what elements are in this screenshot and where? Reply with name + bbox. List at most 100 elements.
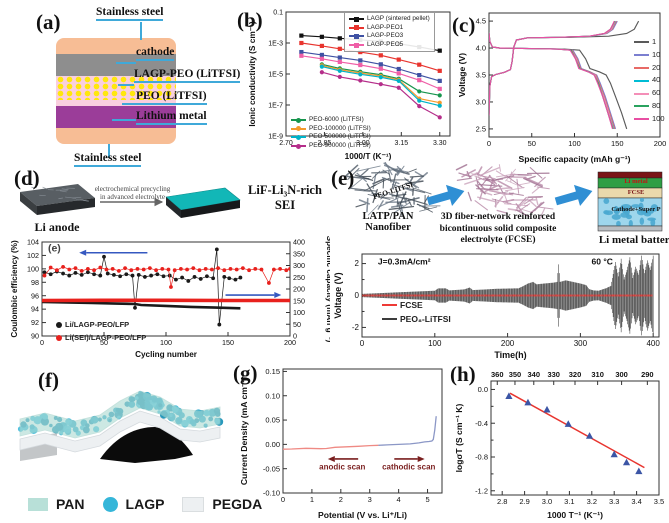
- svg-text:logσT (S cm⁻¹ K): logσT (S cm⁻¹ K): [454, 404, 464, 473]
- square-marker-icon: [354, 33, 359, 39]
- svg-text:2.9: 2.9: [519, 497, 529, 506]
- svg-text:2.70: 2.70: [279, 140, 293, 147]
- battery-cathode-label: Cathode+Super P: [611, 206, 661, 213]
- legend-b-peo: PEO-6000 (LiTFSI) PEO-100000 (LiTFSI) PE…: [291, 116, 371, 150]
- svg-text:300: 300: [293, 261, 305, 270]
- panel-f-membrane: [17, 390, 224, 463]
- label-stainless-bottom: Stainless steel: [74, 152, 142, 167]
- svg-text:3.30: 3.30: [433, 140, 447, 147]
- circle-marker-icon: [296, 126, 301, 132]
- label-lithium: Lithium metal: [136, 110, 207, 125]
- svg-text:1E-5: 1E-5: [268, 72, 283, 79]
- svg-text:(e): (e): [48, 242, 61, 254]
- svg-text:0.0: 0.0: [478, 385, 488, 394]
- fcse-caption: 3D fiber-network reinforced bicontinuous…: [439, 212, 557, 245]
- pointer-stainless-top: [140, 22, 142, 40]
- svg-text:0.1: 0.1: [273, 10, 283, 17]
- svg-text:96: 96: [31, 291, 39, 300]
- svg-text:0: 0: [355, 291, 360, 300]
- svg-text:200: 200: [501, 339, 515, 348]
- legend-item: PEO-6000 (LiTFSI): [291, 116, 371, 125]
- svg-text:Potential (V vs. Li⁺/Li): Potential (V vs. Li⁺/Li): [318, 510, 407, 520]
- svg-text:1E-3: 1E-3: [268, 41, 283, 48]
- legend-item: PEO-500000 (LiTFSI): [291, 133, 371, 142]
- svg-text:-0.10: -0.10: [263, 489, 280, 498]
- svg-text:-0.4: -0.4: [475, 419, 488, 428]
- sei-caption: LiF-Li₃N-rich SEI: [248, 183, 322, 212]
- legend-item: Li/LAGP-PEO/LFP: [56, 318, 146, 331]
- svg-text:100: 100: [160, 338, 172, 347]
- svg-text:-0.8: -0.8: [475, 453, 488, 462]
- svg-text:50: 50: [528, 139, 536, 148]
- svg-text:0.05: 0.05: [265, 416, 280, 425]
- label-stainless-top: Stainless steel: [96, 6, 164, 21]
- legend-c-cycles: 1 10 20 40 60 80 100: [634, 36, 665, 126]
- svg-text:3.00: 3.00: [356, 140, 370, 147]
- svg-text:0: 0: [293, 332, 297, 341]
- svg-text:2.85: 2.85: [318, 140, 332, 147]
- svg-text:0: 0: [487, 139, 491, 148]
- legend-item: 1: [634, 36, 665, 49]
- svg-text:400: 400: [646, 339, 660, 348]
- pan-swatch-icon: [28, 497, 48, 511]
- legend-cycling: Li/LAGP-PEO/LFP Li(SEI)/LAGP-PEO/LFP: [56, 318, 146, 344]
- svg-text:300: 300: [615, 370, 628, 379]
- svg-text:150: 150: [293, 296, 305, 305]
- panel-label-f: (f): [38, 368, 59, 392]
- svg-text:0.00: 0.00: [265, 440, 280, 449]
- legend-item: LAGP-PEO3: [349, 32, 430, 41]
- layer-peo: [56, 100, 176, 106]
- svg-text:4.0: 4.0: [476, 44, 486, 53]
- svg-text:1: 1: [310, 495, 314, 504]
- svg-text:50: 50: [100, 338, 108, 347]
- svg-text:-1.2: -1.2: [475, 486, 488, 495]
- svg-text:Voltage (V): Voltage (V): [457, 53, 467, 97]
- svg-text:Current Density (mA cm⁻²): Current Density (mA cm⁻²): [239, 377, 249, 485]
- svg-text:5: 5: [425, 495, 429, 504]
- svg-text:94: 94: [31, 305, 39, 314]
- svg-text:1000 T⁻¹ (K⁻¹): 1000 T⁻¹ (K⁻¹): [547, 510, 603, 520]
- legend-item: LAGP-PEO1: [349, 24, 430, 33]
- svg-text:310: 310: [591, 370, 604, 379]
- nanofiber-caption: LATP/PAN Nanofiber: [362, 211, 414, 233]
- svg-text:0: 0: [40, 338, 44, 347]
- svg-text:100: 100: [428, 339, 442, 348]
- svg-text:-0.05: -0.05: [263, 464, 280, 473]
- pointer-stainless-bottom: [108, 144, 110, 158]
- svg-text:92: 92: [31, 318, 39, 327]
- pegda-swatch-icon: [182, 496, 205, 512]
- svg-text:0.15: 0.15: [265, 367, 280, 376]
- square-marker-icon: [354, 16, 359, 22]
- chart-h-arrhenius: 2.8 2.9 3.0 3.1 3.2 3.3 3.4 3.5 360 350 340 330 320 3…: [454, 370, 664, 520]
- svg-text:Specific capacity (mAh g⁻¹): Specific capacity (mAh g⁻¹): [325, 236, 330, 343]
- chart-c-voltage-capacity: 0 50 100 150 200 2.5 3.0 3.5 4.0 4.5 Specific capa…: [457, 12, 666, 164]
- lagp-swatch-icon: [102, 496, 118, 512]
- legend-item: PEO-900000 (LiTFSI): [291, 142, 371, 151]
- pointer-lithium: [112, 119, 136, 121]
- svg-text:330: 330: [547, 370, 560, 379]
- legend-item: LAGP-PEO5: [349, 41, 430, 50]
- svg-text:102: 102: [27, 251, 39, 260]
- svg-text:340: 340: [528, 370, 541, 379]
- square-marker-icon: [354, 25, 359, 31]
- pointer-lagp-peo: [118, 84, 134, 86]
- panel-label-c: (c): [452, 13, 476, 37]
- svg-text:Cycling number: Cycling number: [135, 350, 198, 359]
- svg-text:290: 290: [641, 370, 654, 379]
- legend-item: 20: [634, 62, 665, 75]
- battery-caption: Li metal battery: [598, 234, 669, 246]
- svg-text:J=0.3mA/cm²: J=0.3mA/cm²: [378, 256, 431, 266]
- li-anode-slab: [20, 184, 95, 215]
- svg-text:2: 2: [355, 259, 360, 268]
- panel-d-schematic: [20, 184, 241, 218]
- svg-text:400: 400: [293, 238, 305, 247]
- svg-text:3.15: 3.15: [395, 140, 409, 147]
- layer-lithium: [56, 106, 176, 128]
- svg-text:150: 150: [611, 139, 624, 148]
- svg-text:200: 200: [293, 285, 305, 294]
- svg-text:104: 104: [27, 238, 39, 247]
- svg-text:300: 300: [574, 339, 588, 348]
- svg-text:4.5: 4.5: [476, 17, 486, 26]
- svg-text:100: 100: [568, 139, 581, 148]
